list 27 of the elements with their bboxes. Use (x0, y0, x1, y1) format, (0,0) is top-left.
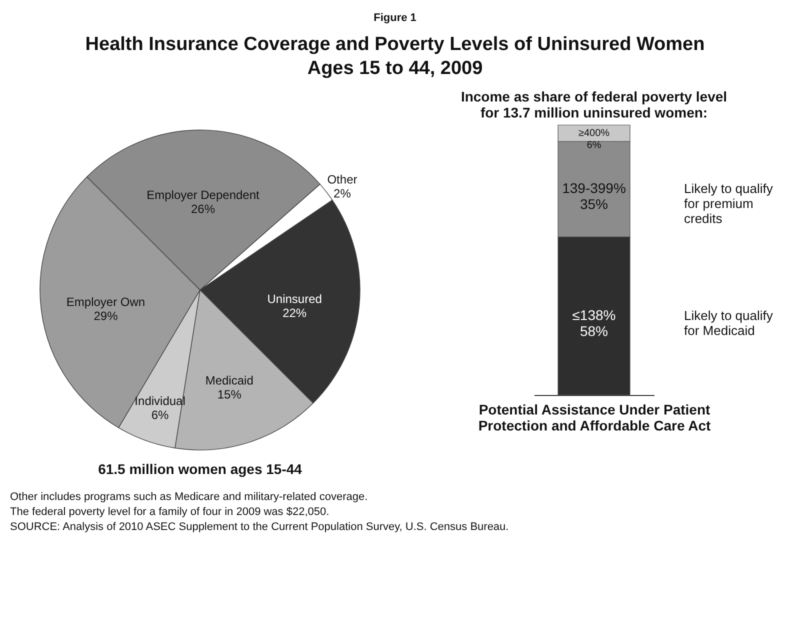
slice-label: Uninsured (267, 292, 322, 306)
chart-title: Income as share of federal poverty level for 13.7 million uninsured women: (460, 88, 728, 121)
text: Likely to qualify for premium credits (684, 181, 774, 226)
data-label: 6% (151, 408, 170, 422)
series-label: ≤138% (572, 306, 616, 323)
text: Other includes programs such as Medicare and military-related coverage. (10, 491, 368, 503)
slice-label: Medicaid (205, 373, 254, 388)
slice-label: Other (327, 172, 358, 187)
slice-label: Employer Dependent (146, 188, 260, 202)
text: The federal poverty level for a family of four in 2009 was $22,050. (10, 506, 330, 518)
series-label: 139-399% (562, 180, 626, 196)
data-label: 26% (190, 202, 216, 216)
data-label: 35% (580, 196, 608, 212)
data-label: 29% (94, 308, 118, 323)
text: 61.5 million women ages 15-44 (98, 461, 302, 477)
chart-title: Health Insurance Coverage and Poverty Levels of Uninsured Women Ages 15 to 44, 2009 (85, 34, 705, 79)
data-label: 22% (282, 306, 307, 320)
slice-label: Employer Own (66, 294, 146, 309)
data-label: 6% (586, 140, 602, 152)
x-axis-title: Potential Assistance Under Patient Protection and Affordable Care Act (478, 402, 711, 434)
data-label: 15% (217, 387, 242, 402)
data-label: 2% (334, 186, 352, 201)
text: Likely to qualify for Medicaid (684, 308, 774, 338)
data-label: 58% (580, 322, 608, 339)
caption: Figure 1 (374, 12, 416, 24)
series-label: ≥400% (578, 128, 610, 140)
source-note: SOURCE: Analysis of 2010 ASEC Supplement to the Current Population Survey, U.S. Census Bureau. (10, 521, 509, 533)
